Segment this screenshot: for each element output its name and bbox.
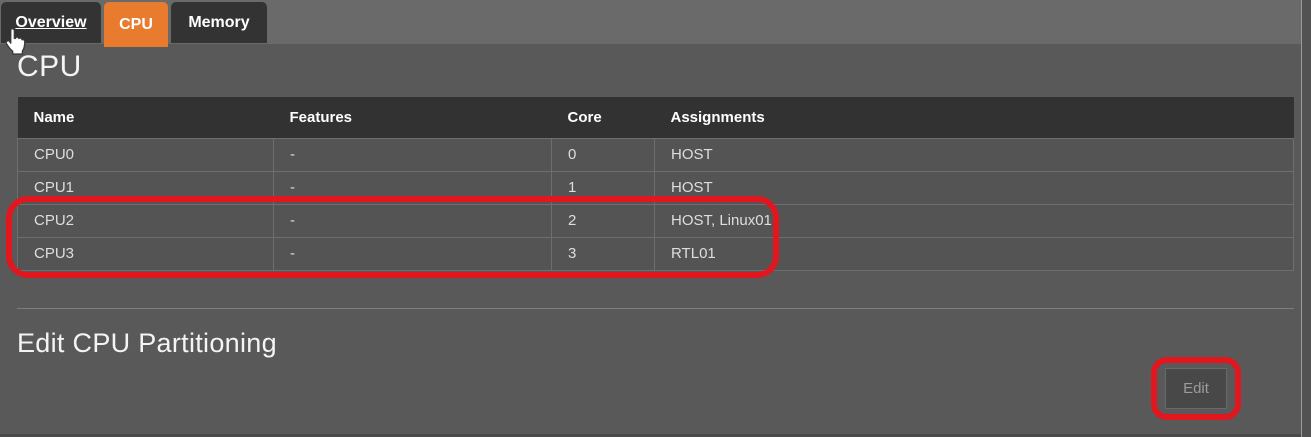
cell-features: - <box>273 203 552 238</box>
cell-features: - <box>273 236 552 271</box>
tab-bar: Overview CPU Memory <box>0 0 1311 47</box>
column-header-assignments: Assignments <box>654 97 1294 138</box>
cell-assignments: HOST <box>654 170 1294 205</box>
column-header-features: Features <box>273 97 552 138</box>
table-row-cpu2: CPU2 - 2 HOST, Linux01 <box>17 203 1294 238</box>
cell-features: - <box>273 170 552 205</box>
column-header-name: Name <box>17 97 274 138</box>
window-right-edge <box>1302 0 1311 437</box>
column-header-core: Core <box>551 97 655 138</box>
section-divider <box>17 308 1294 309</box>
cell-assignments: HOST, Linux01 <box>654 203 1294 238</box>
tab-memory-label: Memory <box>188 13 250 31</box>
edit-button[interactable]: Edit <box>1165 368 1227 409</box>
table-row-cpu0: CPU0 - 0 HOST <box>17 137 1294 172</box>
cpu-table-header: Name Features Core Assignments <box>17 97 1294 138</box>
tab-memory[interactable]: Memory <box>171 2 267 43</box>
cpu-section-title: CPU <box>17 50 82 83</box>
cell-assignments: RTL01 <box>654 236 1294 271</box>
edit-cpu-partitioning-title: Edit CPU Partitioning <box>17 328 277 358</box>
window-right-edge-line <box>1301 0 1302 437</box>
cell-name: CPU0 <box>17 137 274 172</box>
cpu-table: Name Features Core Assignments CPU0 - 0 … <box>17 97 1294 271</box>
cell-name: CPU3 <box>17 236 274 271</box>
cell-name: CPU1 <box>17 170 274 205</box>
cell-features: - <box>273 137 552 172</box>
cell-core: 0 <box>551 137 655 172</box>
cell-core: 1 <box>551 170 655 205</box>
cell-assignments: HOST <box>654 137 1294 172</box>
table-row-cpu3: CPU3 - 3 RTL01 <box>17 236 1294 271</box>
tab-overview[interactable]: Overview <box>1 2 101 43</box>
cpu-table-header-row: Name Features Core Assignments <box>17 97 1294 138</box>
table-row-cpu1: CPU1 - 1 HOST <box>17 170 1294 205</box>
tab-cpu-label: CPU <box>119 15 153 33</box>
tab-cpu[interactable]: CPU <box>104 2 168 47</box>
window-bottom-edge <box>0 434 1311 437</box>
cell-name: CPU2 <box>17 203 274 238</box>
cell-core: 3 <box>551 236 655 271</box>
tab-overview-label: Overview <box>15 13 87 31</box>
cell-core: 2 <box>551 203 655 238</box>
